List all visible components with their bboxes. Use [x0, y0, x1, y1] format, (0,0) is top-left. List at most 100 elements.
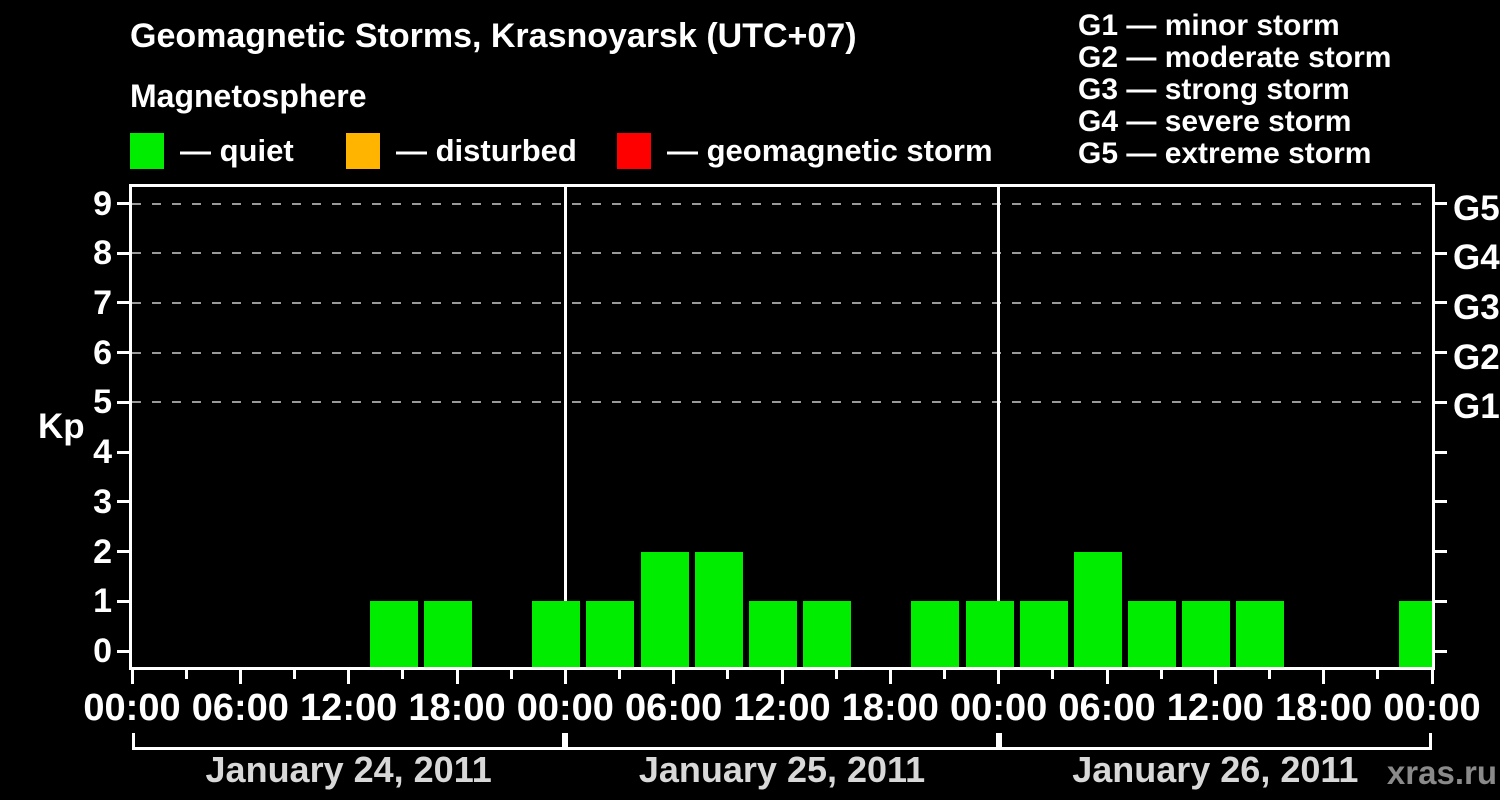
- chart-title: Geomagnetic Storms, Krasnoyarsk (UTC+07): [130, 17, 857, 55]
- legend-item-disturbed: — disturbed: [346, 133, 577, 169]
- legend-item-quiet: — quiet: [130, 133, 294, 169]
- kp-bar: [965, 601, 1014, 667]
- y-axis-tick-left: [117, 550, 129, 554]
- gridline-kp8: [132, 252, 1432, 255]
- x-axis-minor-tick: [943, 670, 946, 679]
- y-axis-tick-left: [117, 202, 129, 206]
- x-axis-minor-tick: [834, 670, 838, 679]
- x-axis-time-label: 12:00: [733, 687, 831, 729]
- legend-item-geomagnetic-storm: — geomagnetic storm: [617, 133, 993, 169]
- x-axis-time-label: 06:00: [191, 687, 289, 729]
- y-axis-label-5: 5: [93, 383, 112, 422]
- y-axis-tick-right: [1435, 599, 1447, 603]
- day-bracket: [998, 747, 1432, 750]
- legend-item-label: — geomagnetic storm: [667, 133, 993, 168]
- day-bracket-end: [132, 733, 135, 750]
- y-axis-tick-left: [117, 599, 129, 603]
- x-axis-time-label: 00:00: [83, 687, 181, 729]
- y-axis-label-8: 8: [93, 234, 112, 273]
- storm-scale-line-G1: G1 — minor storm: [1078, 9, 1340, 42]
- day-bracket: [132, 747, 566, 750]
- legend-swatch-icon: [346, 133, 380, 169]
- x-axis-major-tick: [563, 670, 567, 684]
- gridline-kp5: [132, 401, 1432, 404]
- x-axis-minor-tick: [1159, 670, 1163, 679]
- x-axis-minor-tick: [401, 670, 405, 679]
- x-axis-major-tick: [780, 670, 784, 684]
- legend-item-label: — quiet: [180, 133, 294, 168]
- x-axis-time-label: 18:00: [1275, 687, 1373, 729]
- x-axis-time-label: 12:00: [1166, 687, 1264, 729]
- x-axis-minor-tick: [726, 670, 730, 679]
- gridline-kp6: [132, 351, 1432, 354]
- day-bracket-end: [998, 733, 1002, 750]
- y-axis-tick-right: [1435, 251, 1447, 255]
- x-axis-time-label: 00:00: [516, 687, 614, 729]
- x-axis-time-label: 12:00: [300, 687, 398, 729]
- right-axis-label-G4: G4: [1453, 238, 1500, 278]
- y-axis-tick-left: [117, 351, 129, 355]
- day-bracket-end: [565, 733, 569, 750]
- kp-bar: [369, 601, 418, 667]
- date-label: January 26, 2011: [1072, 749, 1359, 790]
- day-separator-line: [997, 187, 1001, 667]
- legend-item-label: — disturbed: [396, 133, 577, 168]
- x-axis-time-label: 00:00: [950, 687, 1048, 729]
- y-axis-tick-right: [1435, 450, 1447, 454]
- day-bracket: [565, 747, 999, 750]
- y-axis-tick-left: [117, 301, 129, 305]
- day-bracket-end: [1429, 733, 1432, 750]
- kp-bar: [1398, 601, 1432, 667]
- y-axis-tick-right: [1435, 301, 1447, 305]
- y-axis-tick-right: [1435, 649, 1447, 653]
- x-axis-time-label: 00:00: [1383, 687, 1481, 729]
- date-label: January 25, 2011: [638, 749, 926, 790]
- x-axis-major-tick: [238, 670, 242, 684]
- x-axis-major-tick: [455, 670, 459, 684]
- x-axis-time-label: 18:00: [841, 687, 939, 729]
- kp-bar: [748, 601, 797, 667]
- storm-scale-line-G5: G5 — extreme storm: [1078, 137, 1372, 170]
- storm-scale-line-G2: G2 — moderate storm: [1078, 41, 1392, 74]
- legend-swatch-icon: [130, 133, 164, 169]
- gridline-kp7: [132, 301, 1432, 304]
- kp-bar: [640, 551, 689, 667]
- x-axis-major-tick: [1105, 670, 1109, 684]
- y-axis-tick-left: [117, 649, 129, 653]
- kp-bar: [423, 601, 472, 667]
- storm-scale-line-G4: G4 — severe storm: [1078, 105, 1352, 138]
- y-axis-label-3: 3: [93, 482, 112, 521]
- y-axis-tick-right: [1435, 550, 1447, 554]
- x-axis-major-tick: [888, 670, 892, 684]
- y-axis-label-4: 4: [93, 433, 112, 472]
- x-axis-time-label: 06:00: [625, 687, 723, 729]
- y-axis-label-0: 0: [93, 632, 112, 670]
- x-axis-minor-tick: [509, 670, 513, 679]
- chart-subtitle: Magnetosphere: [130, 78, 367, 114]
- x-axis-major-tick: [997, 670, 1001, 684]
- y-axis-label-7: 7: [93, 283, 112, 322]
- y-axis-label-6: 6: [93, 333, 112, 372]
- kp-bar: [1236, 601, 1285, 667]
- x-axis-minor-tick: [1051, 670, 1055, 679]
- x-axis-time-label: 06:00: [1058, 687, 1156, 729]
- y-axis-tick-left: [117, 400, 129, 404]
- watermark: xras.ru: [1386, 754, 1497, 791]
- day-bracket-end: [995, 733, 999, 750]
- gridline-kp9: [132, 202, 1432, 205]
- x-axis-minor-tick: [184, 670, 188, 679]
- storm-scale-line-G3: G3 — strong storm: [1078, 73, 1350, 106]
- x-axis-minor-tick: [1376, 670, 1380, 679]
- x-axis-minor-tick: [618, 670, 621, 679]
- day-separator-line: [563, 187, 567, 667]
- y-axis-tick-right: [1435, 500, 1447, 504]
- kp-bar: [1073, 551, 1122, 667]
- right-axis-label-G5: G5: [1453, 188, 1500, 228]
- x-axis-minor-tick: [293, 670, 296, 679]
- kp-bar: [586, 601, 635, 667]
- right-axis-label-G2: G2: [1453, 337, 1500, 377]
- kp-bar: [1019, 601, 1068, 667]
- kp-bar: [1182, 601, 1231, 667]
- y-axis-label-1: 1: [93, 582, 112, 621]
